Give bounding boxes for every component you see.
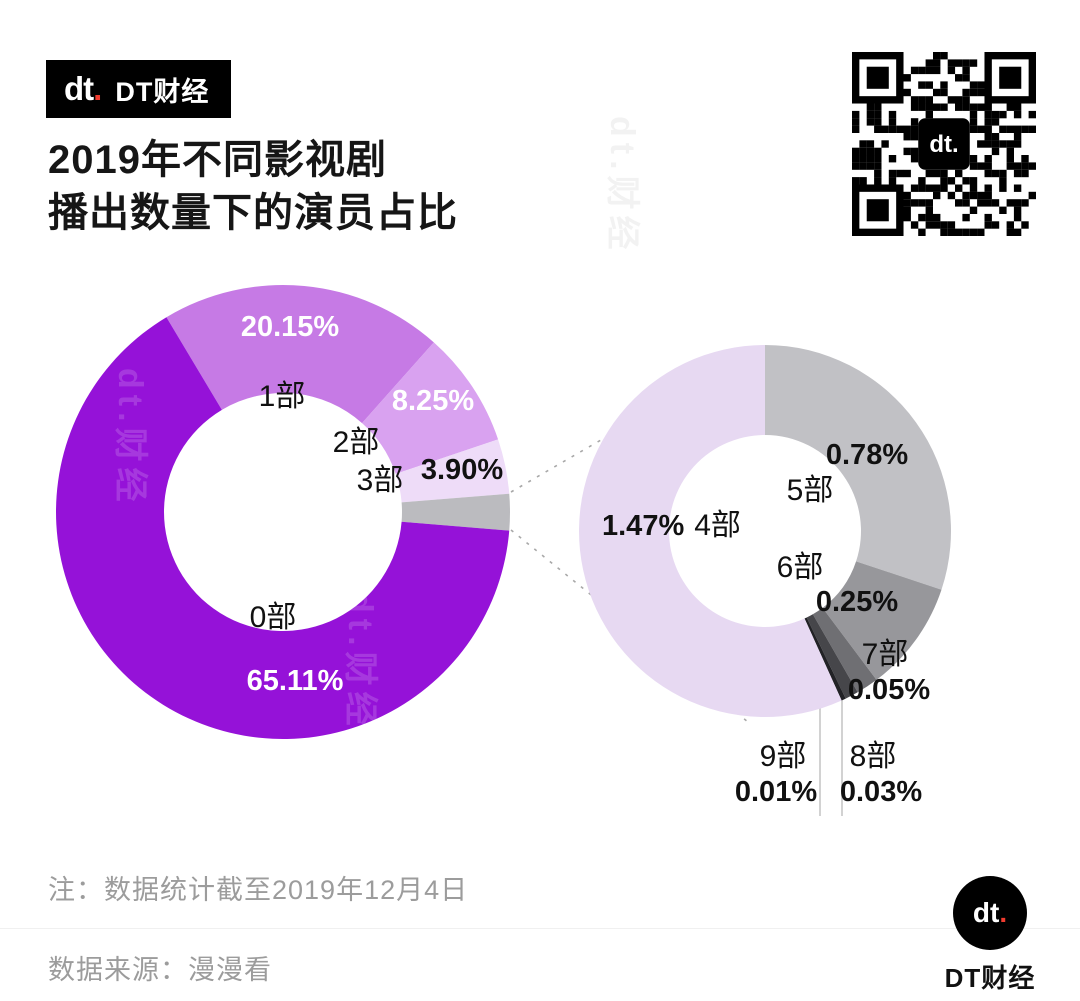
detail-cat-7bu: 7部 (861, 638, 909, 671)
brand-name: DT财经 (115, 76, 210, 107)
title-line-1: 2019年不同影视剧 (48, 138, 387, 182)
detail-donut-slice-4 (804, 617, 846, 701)
main-cat-2bu: 2部 (332, 426, 380, 459)
detail-donut-slice-1 (822, 561, 942, 680)
detail-label-4bu: 1.47% 4部 (602, 500, 741, 544)
main-donut-slice-4 (56, 317, 510, 740)
detail-pct-5bu: 0.78% (825, 439, 909, 471)
detail-pct-9bu: 0.01% (734, 776, 818, 808)
main-pct-2bu: 8.25% (391, 385, 475, 417)
detail-cat-6bu: 6部 (776, 551, 824, 584)
detail-donut-slice-2 (812, 607, 877, 693)
main-donut-slice-2 (395, 439, 510, 503)
main-cat-3bu: 3部 (356, 464, 404, 497)
data-source: 数据来源：漫漫看 (48, 955, 272, 985)
main-pct-0bu: 65.11% (246, 665, 344, 697)
qr-code: dt. (852, 52, 1036, 236)
detail-donut-slice-5 (578, 345, 842, 718)
detail-donut-slice-0 (765, 345, 951, 590)
detail-pct-4bu: 1.47% (602, 510, 685, 542)
main-donut-slice-0 (166, 285, 434, 424)
main-donut-slice-1 (362, 342, 499, 474)
footer-divider (0, 928, 1080, 929)
detail-cat-8bu: 8部 (849, 740, 897, 773)
header-logo: dt. DT财经 (46, 60, 232, 118)
data-note: 注：数据统计截至2019年12月4日 (48, 875, 469, 905)
detail-pct-7bu: 0.05% (847, 674, 931, 706)
detail-pct-6bu: 0.25% (815, 586, 899, 618)
detail-cat-9bu: 9部 (759, 740, 807, 773)
chart-title: 2019年不同影视剧 播出数量下的演员占比 (48, 134, 458, 240)
detail-cat-5bu: 5部 (786, 474, 834, 507)
main-pct-1bu: 20.15% (240, 311, 340, 343)
title-line-2: 播出数量下的演员占比 (48, 190, 458, 235)
footer-dt-logo: dt. (953, 876, 1027, 950)
main-cat-0bu: 0部 (249, 601, 297, 634)
svg-text:dt.: dt. (929, 131, 958, 158)
main-cat-1bu: 1部 (258, 380, 306, 413)
main-pct-3bu: 3.90% (420, 454, 504, 486)
dt-logo: dt. (64, 70, 102, 108)
detail-donut-slice-3 (806, 614, 858, 699)
detail-pct-8bu: 0.03% (839, 776, 923, 808)
dt-logo-text: dt (64, 70, 94, 107)
footer-brand: DT财经 (944, 963, 1036, 993)
dt-logo-dot: . (93, 70, 102, 107)
main-donut-slice-3 (401, 493, 511, 531)
footer-dt-logo-text: dt. (972, 897, 1008, 928)
detail-cat-4bu: 4部 (694, 509, 741, 542)
